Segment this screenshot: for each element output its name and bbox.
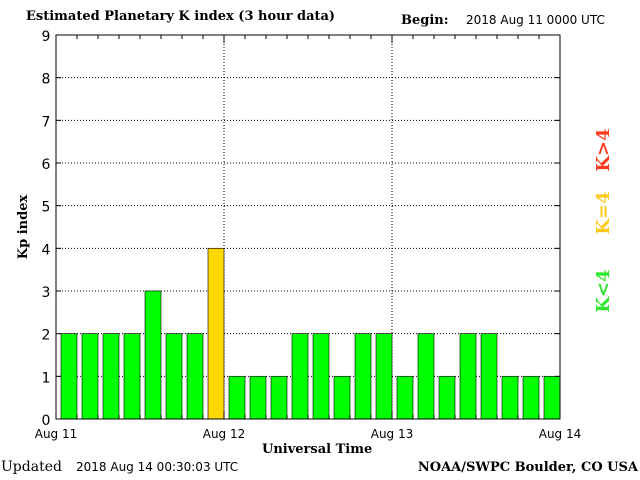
begin-label: Begin:	[401, 13, 449, 28]
updated-value: 2018 Aug 14 00:30:03 UTC	[76, 460, 239, 474]
y-tick-label: 0	[42, 413, 51, 429]
kp-bar	[81, 333, 99, 420]
x-axis-label: Universal Time	[262, 442, 372, 457]
legend-entry: K=4	[593, 191, 614, 234]
kp-bar	[102, 333, 120, 420]
x-tick-label: Aug 12	[203, 427, 246, 441]
kp-bar	[333, 376, 351, 420]
y-tick-label: 5	[42, 200, 51, 216]
kp-bar	[459, 333, 477, 420]
kp-bar	[270, 376, 288, 420]
kp-bar	[228, 376, 246, 420]
x-tick-label: Aug 13	[371, 427, 414, 441]
y-tick-label: 6	[42, 157, 51, 173]
kp-bar	[249, 376, 267, 420]
x-tick-labels: Aug 11 Aug 12 Aug 13 Aug 14	[35, 427, 582, 441]
legend-entry: K<4	[593, 269, 614, 312]
kp-bar	[312, 333, 330, 420]
y-tick-label: 4	[42, 242, 51, 258]
kp-bar	[417, 333, 435, 420]
kp-bar	[501, 376, 519, 420]
source-credit: NOAA/SWPC Boulder, CO USA	[417, 460, 638, 475]
axis-ticks	[55, 34, 561, 420]
y-tick-label: 3	[42, 285, 51, 301]
begin-value: 2018 Aug 11 0000 UTC	[466, 13, 605, 27]
kp-bar	[291, 333, 309, 420]
kp-bar	[207, 248, 225, 420]
kp-bar	[543, 376, 561, 420]
kp-bar	[165, 333, 183, 420]
y-tick-label: 2	[42, 328, 51, 344]
kp-bar	[123, 333, 141, 420]
kp-bar	[186, 333, 204, 420]
kp-bar	[354, 333, 372, 420]
x-tick-label: Aug 11	[35, 427, 78, 441]
kp-bar	[522, 376, 540, 420]
kp-bar	[438, 376, 456, 420]
kp-bar	[396, 376, 414, 420]
k-legend: K<4 K=4 K>4	[593, 128, 614, 312]
kp-bar	[144, 290, 162, 420]
chart-title: Estimated Planetary K index (3 hour data…	[26, 9, 336, 24]
kp-bar	[375, 333, 393, 420]
y-tick-label: 1	[42, 370, 51, 386]
y-tick-label: 7	[42, 114, 51, 130]
kp-bar	[60, 333, 78, 420]
updated-label: Updated	[1, 459, 62, 475]
kp-bar	[480, 333, 498, 420]
y-tick-labels: 0 1 2 3 4 5 6 7 8 9	[42, 29, 51, 429]
y-tick-label: 9	[42, 29, 51, 45]
y-axis-label: Kp index	[16, 195, 31, 260]
bars	[60, 248, 561, 420]
legend-entry: K>4	[593, 128, 614, 171]
y-tick-label: 8	[42, 72, 51, 88]
x-tick-label: Aug 14	[539, 427, 582, 441]
